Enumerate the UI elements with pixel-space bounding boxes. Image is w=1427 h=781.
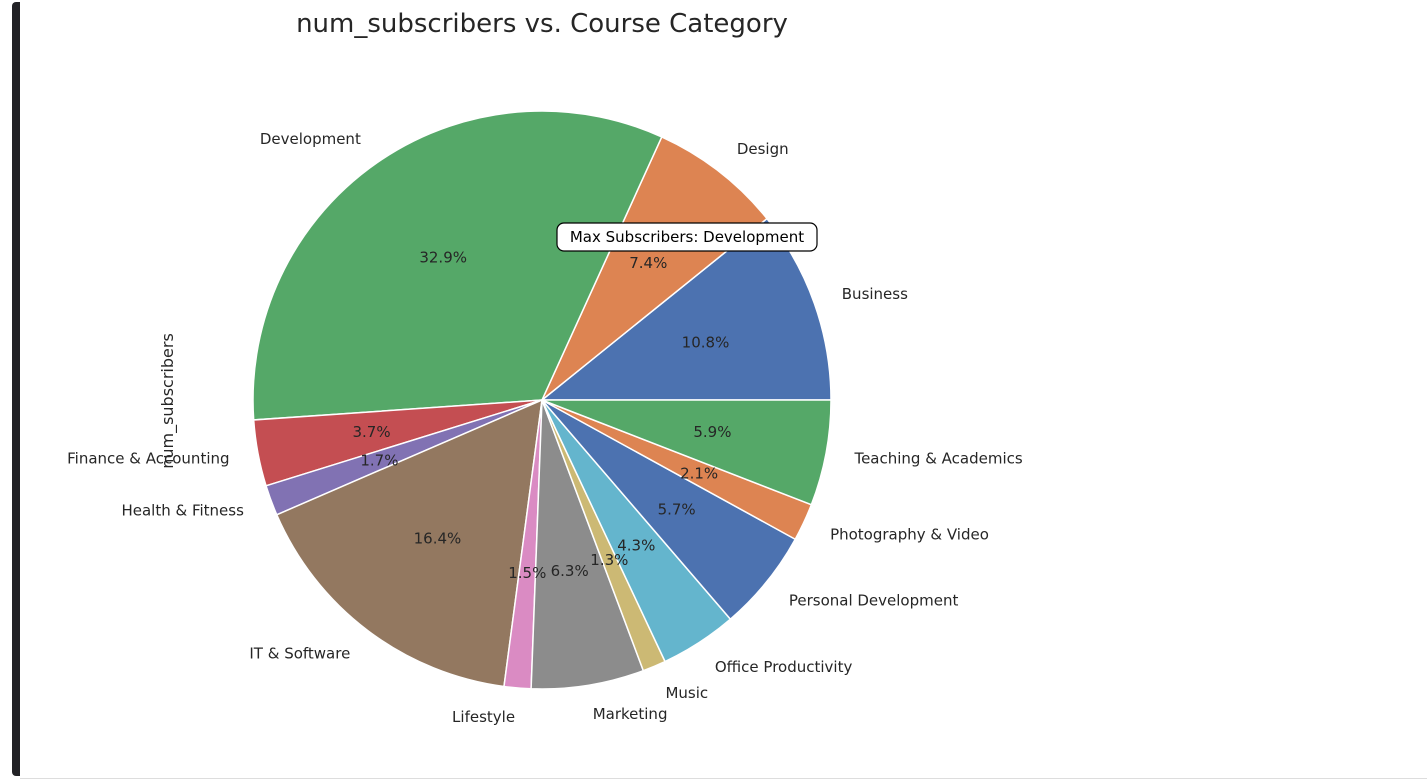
slice-percent-music: 1.3% bbox=[590, 551, 628, 569]
chart-title: num_subscribers vs. Course Category bbox=[296, 9, 788, 39]
cell-bottom-border bbox=[20, 778, 1427, 779]
slice-percent-business: 10.8% bbox=[682, 333, 730, 351]
max-subscribers-annotation: Max Subscribers: Development bbox=[556, 222, 818, 252]
slice-label-business: Business bbox=[842, 285, 908, 303]
slice-percent-photography-and-video: 2.1% bbox=[680, 464, 718, 482]
pie-slice-teaching-and-academics bbox=[541, 399, 832, 506]
pie-slice-development bbox=[252, 110, 663, 421]
slice-label-music: Music bbox=[665, 684, 708, 702]
slice-label-health-and-fitness: Health & Fitness bbox=[121, 501, 244, 519]
pie-slice-design bbox=[541, 136, 768, 401]
slice-label-finance-and-accounting: Finance & Accounting bbox=[67, 450, 229, 468]
slice-label-design: Design bbox=[737, 140, 789, 158]
slice-percent-lifestyle: 1.5% bbox=[508, 564, 546, 582]
slice-label-personal-development: Personal Development bbox=[789, 591, 959, 609]
slice-percent-marketing: 6.3% bbox=[551, 562, 589, 580]
slice-label-development: Development bbox=[260, 130, 361, 148]
y-axis-label: num_subscribers bbox=[158, 333, 178, 469]
slice-percent-development: 32.9% bbox=[419, 249, 467, 267]
slice-label-teaching-and-academics: Teaching & Academics bbox=[853, 450, 1022, 468]
slice-label-photography-and-video: Photography & Video bbox=[830, 525, 989, 543]
slice-percent-personal-development: 5.7% bbox=[658, 500, 696, 518]
slice-labels: Business Design Development Finance & Accou… bbox=[67, 130, 1023, 726]
pie-slice-it-and-software bbox=[276, 399, 543, 688]
slice-percent-health-and-fitness: 1.7% bbox=[360, 451, 398, 469]
pie-slices bbox=[252, 110, 832, 690]
slice-percent-finance-and-accounting: 3.7% bbox=[353, 423, 391, 441]
slice-label-marketing: Marketing bbox=[593, 705, 668, 723]
annotation-text: Max Subscribers: Development bbox=[570, 228, 804, 246]
pie-slice-marketing bbox=[530, 399, 645, 690]
slice-label-office-productivity: Office Productivity bbox=[715, 658, 853, 676]
slice-label-lifestyle: Lifestyle bbox=[452, 708, 515, 726]
slice-percent-it-and-software: 16.4% bbox=[414, 529, 462, 547]
annotation-box bbox=[556, 222, 818, 252]
slice-percent-office-productivity: 4.3% bbox=[617, 537, 655, 555]
slice-percent-teaching-and-academics: 5.9% bbox=[693, 423, 731, 441]
slice-percent-design: 7.4% bbox=[629, 254, 667, 272]
cell-left-rail bbox=[12, 2, 20, 776]
slice-label-it-and-software: IT & Software bbox=[249, 645, 350, 663]
slice-percent-labels: 10.8% 7.4% 32.9% 3.7% 1.7% 16.4% 1.5% 6.3%1.3%4… bbox=[353, 249, 732, 582]
